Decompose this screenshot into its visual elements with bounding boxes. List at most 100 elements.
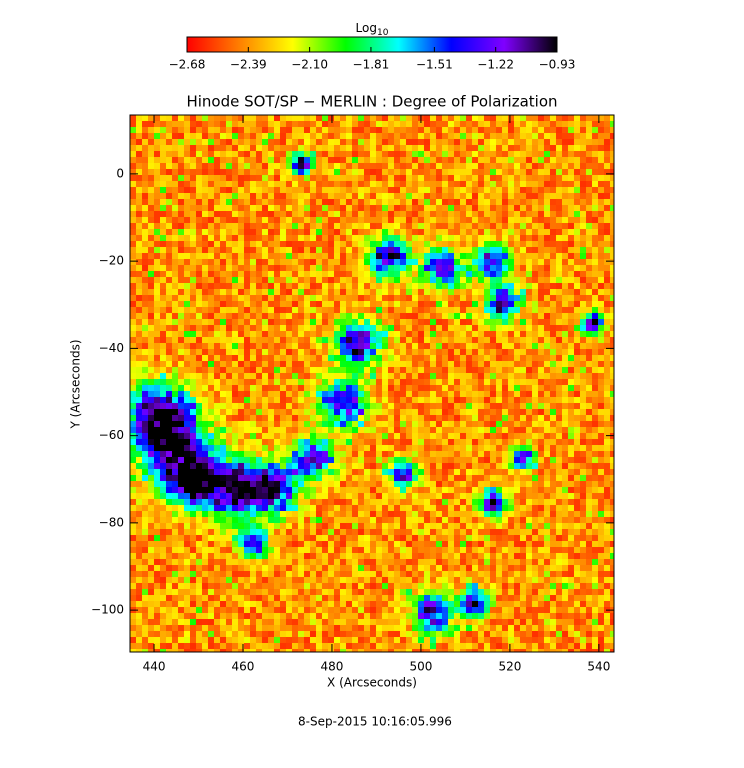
heatmap-cell [562,223,568,229]
heatmap-cell [586,127,592,133]
heatmap-cell [550,133,556,139]
heatmap-cell [484,343,490,349]
heatmap-cell [178,331,184,337]
heatmap-cell [346,415,352,421]
heatmap-cell [538,163,544,169]
heatmap-cell [406,307,412,313]
heatmap-cell [334,301,340,307]
heatmap-cell [580,229,586,235]
heatmap-cell [484,193,490,199]
heatmap-cell [460,427,466,433]
heatmap-cell [424,283,430,289]
heatmap-cell [178,403,184,409]
heatmap-cell [400,331,406,337]
heatmap-cell [568,319,574,325]
heatmap-cell [286,229,292,235]
heatmap-cell [130,241,136,247]
heatmap-cell [292,139,298,145]
heatmap-cell [532,151,538,157]
heatmap-cell [508,217,514,223]
heatmap-cell [544,139,550,145]
heatmap-cell [448,307,454,313]
heatmap-cell [388,217,394,223]
heatmap-cell [538,367,544,373]
heatmap-cell [520,289,526,295]
heatmap-cell [148,469,154,475]
heatmap-cell [388,181,394,187]
heatmap-cell [280,433,286,439]
heatmap-cell [160,211,166,217]
heatmap-cell [490,163,496,169]
heatmap-cell [178,187,184,193]
heatmap-cell [268,157,274,163]
heatmap-cell [334,241,340,247]
heatmap-cell [256,409,262,415]
heatmap-cell [250,217,256,223]
heatmap-cell [592,133,598,139]
heatmap-cell [352,151,358,157]
heatmap-cell [214,247,220,253]
heatmap-cell [148,265,154,271]
heatmap-cell [556,199,562,205]
heatmap-cell [142,409,148,415]
heatmap-cell [526,319,532,325]
heatmap-cell [460,247,466,253]
heatmap-cell [286,457,292,463]
heatmap-cell [412,319,418,325]
heatmap-cell [430,439,436,445]
heatmap-cell [574,223,580,229]
heatmap-cell [322,343,328,349]
heatmap-cell [154,313,160,319]
heatmap-cell [556,367,562,373]
heatmap-cell [394,295,400,301]
heatmap-cell [370,133,376,139]
heatmap-cell [370,175,376,181]
heatmap-cell [214,325,220,331]
heatmap-cell [196,409,202,415]
heatmap-cell [148,127,154,133]
heatmap-cell [364,397,370,403]
heatmap-cell [148,379,154,385]
heatmap-cell [418,319,424,325]
heatmap-cell [364,325,370,331]
heatmap-cell [358,271,364,277]
heatmap-cell [526,421,532,427]
heatmap-cell [400,115,406,121]
heatmap-cell [382,361,388,367]
heatmap-cell [238,337,244,343]
heatmap-cell [460,355,466,361]
heatmap-cell [400,295,406,301]
heatmap-cell [298,175,304,181]
heatmap-cell [220,343,226,349]
heatmap-cell [148,355,154,361]
heatmap-cell [466,361,472,367]
heatmap-cell [334,409,340,415]
heatmap-cell [382,457,388,463]
heatmap-cell [592,361,598,367]
heatmap-cell [184,145,190,151]
heatmap-cell [598,151,604,157]
heatmap-cell [184,175,190,181]
heatmap-cell [316,325,322,331]
colorbar-tick-label: −2.39 [230,58,267,72]
heatmap-cell [544,313,550,319]
heatmap-cell [442,295,448,301]
heatmap-cell [502,415,508,421]
heatmap-cell [340,427,346,433]
heatmap-cell [424,361,430,367]
heatmap-cell [562,361,568,367]
heatmap-cell [250,247,256,253]
heatmap-cell [292,361,298,367]
heatmap-cell [142,271,148,277]
heatmap-cell [526,331,532,337]
heatmap-cell [586,295,592,301]
heatmap-cell [604,259,610,265]
heatmap-cell [154,151,160,157]
heatmap-cell [490,289,496,295]
heatmap-cell [178,139,184,145]
heatmap-cell [130,247,136,253]
heatmap-cell [166,445,172,451]
heatmap-cell [586,223,592,229]
heatmap-cell [430,337,436,343]
heatmap-cell [196,271,202,277]
